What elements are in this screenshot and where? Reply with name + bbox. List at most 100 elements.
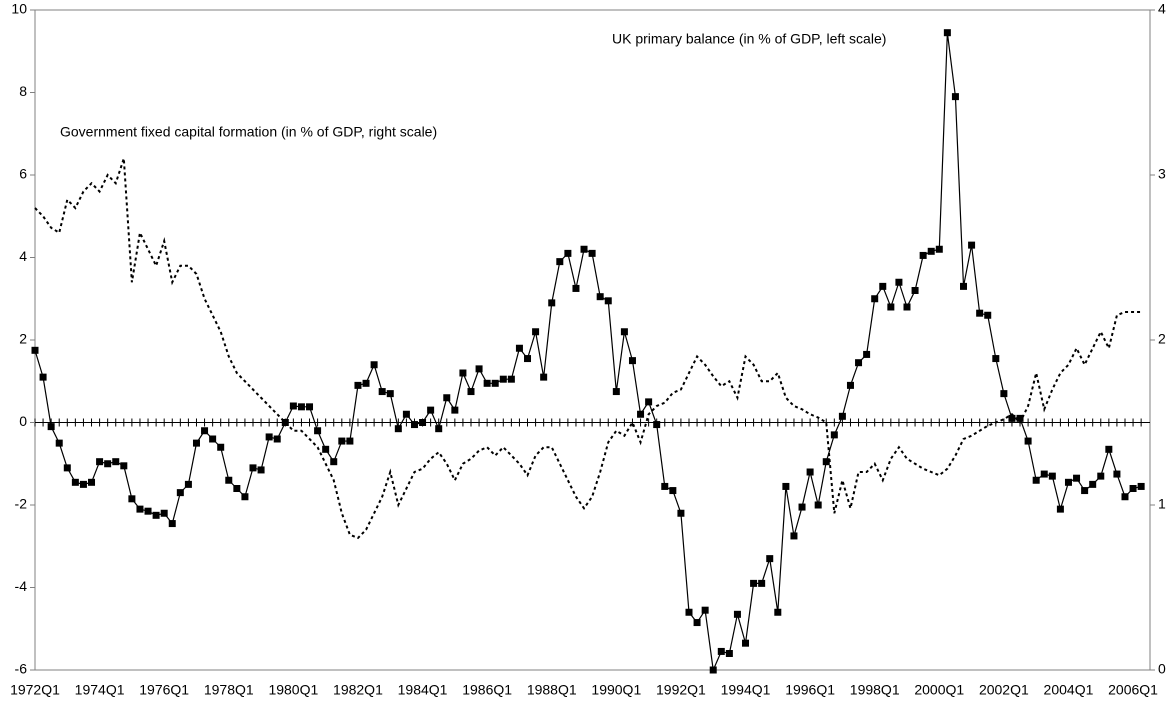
point-marker [790, 532, 798, 540]
point-marker [992, 355, 1000, 363]
point-marker [136, 505, 144, 513]
point-marker [47, 423, 55, 431]
point-marker [628, 357, 636, 365]
point-marker [637, 410, 645, 418]
point-marker [168, 520, 176, 528]
y2-tick-label: 3 [1158, 166, 1166, 182]
point-marker [1097, 472, 1105, 480]
point-marker [443, 394, 451, 402]
x-tick-label: 2006Q1 [1108, 682, 1158, 698]
point-marker [152, 511, 160, 519]
x-tick-label: 1984Q1 [398, 682, 448, 698]
point-marker [104, 460, 112, 468]
point-marker [1113, 470, 1121, 478]
point-marker [427, 406, 435, 414]
point-marker [935, 245, 943, 253]
point-marker [620, 328, 628, 336]
x-tick-label: 1982Q1 [333, 682, 383, 698]
point-marker [184, 480, 192, 488]
x-tick-label: 2000Q1 [914, 682, 964, 698]
point-marker [354, 381, 362, 389]
point-marker [515, 344, 523, 352]
point-marker [798, 503, 806, 511]
point-marker [192, 439, 200, 447]
series-label: UK primary balance (in % of GDP, left sc… [612, 31, 886, 47]
point-marker [128, 495, 136, 503]
point-marker [750, 579, 758, 587]
x-tick-label: 1972Q1 [10, 682, 60, 698]
y2-tick-label: 0 [1158, 661, 1166, 677]
point-marker [572, 284, 580, 292]
point-marker [435, 425, 443, 433]
point-marker [709, 666, 717, 674]
point-marker [556, 258, 564, 266]
point-marker [645, 398, 653, 406]
point-marker [499, 375, 507, 383]
point-marker [160, 509, 168, 517]
y-tick-label: -2 [15, 496, 28, 512]
point-marker [451, 406, 459, 414]
point-marker [362, 379, 370, 387]
point-marker [951, 93, 959, 101]
y-tick-label: 0 [19, 413, 27, 429]
point-marker [725, 650, 733, 657]
point-marker [540, 373, 548, 381]
point-marker [758, 579, 766, 587]
x-tick-label: 2004Q1 [1044, 682, 1094, 698]
point-marker [1048, 472, 1056, 480]
point-marker [507, 375, 515, 383]
point-marker [217, 443, 225, 451]
point-marker [669, 487, 677, 495]
point-marker [976, 309, 984, 317]
point-marker [112, 458, 120, 466]
point-marker [919, 251, 927, 259]
point-marker [1000, 390, 1008, 398]
y-tick-label: 4 [19, 248, 27, 264]
point-marker [855, 359, 863, 367]
x-tick-label: 2002Q1 [979, 682, 1029, 698]
point-marker [209, 435, 217, 443]
y2-tick-label: 2 [1158, 331, 1166, 347]
point-marker [548, 299, 556, 307]
point-marker [410, 421, 418, 429]
x-tick-label: 1986Q1 [462, 682, 512, 698]
point-marker [879, 282, 887, 290]
point-marker [265, 433, 273, 441]
y2-tick-label: 4 [1158, 1, 1166, 17]
point-marker [830, 431, 838, 439]
point-marker [402, 410, 410, 418]
x-tick-label: 1988Q1 [527, 682, 577, 698]
point-marker [717, 647, 725, 655]
point-marker [491, 379, 499, 387]
point-marker [1008, 414, 1016, 422]
y-tick-label: 8 [19, 83, 27, 99]
point-marker [289, 402, 297, 410]
point-marker [39, 373, 47, 381]
point-marker [863, 350, 871, 358]
x-tick-label: 1974Q1 [75, 682, 125, 698]
point-marker [1032, 476, 1040, 484]
point-marker [483, 379, 491, 387]
point-marker [249, 464, 257, 472]
point-marker [1040, 470, 1048, 478]
point-marker [806, 468, 814, 476]
series-line [34, 158, 1142, 540]
point-marker [378, 388, 386, 396]
y-tick-label: 2 [19, 331, 27, 347]
point-marker [419, 419, 427, 426]
point-marker [322, 445, 330, 453]
point-marker [532, 328, 540, 336]
point-marker [306, 403, 314, 411]
point-marker [330, 458, 338, 466]
point-marker [524, 355, 532, 363]
point-marker [596, 293, 604, 301]
x-tick-label: 1992Q1 [656, 682, 706, 698]
point-marker [475, 365, 483, 373]
y-tick-label: 10 [11, 1, 27, 17]
point-marker [782, 482, 790, 490]
point-marker [774, 608, 782, 616]
point-marker [281, 419, 289, 426]
point-marker [241, 493, 249, 501]
point-marker [176, 489, 184, 497]
point-marker [1024, 437, 1032, 445]
